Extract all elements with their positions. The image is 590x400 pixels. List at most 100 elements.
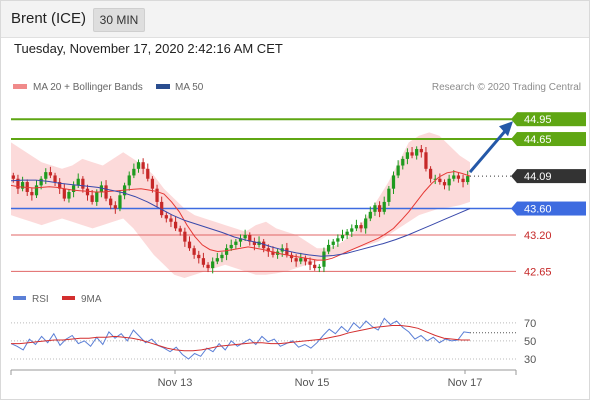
candle-body [67,191,71,199]
candle [377,201,382,218]
candle-body [85,188,90,196]
candle-body [178,228,182,232]
candle-body [317,266,321,269]
level-label-pointer [511,201,517,216]
price-layer: 44.95 44.65 44.09 43.60 43.20 42.65 [10,112,586,278]
candle-body [326,244,331,252]
candle [85,184,90,201]
candle [220,252,224,263]
candle-body [201,258,206,265]
candle-body [155,188,159,202]
level-label: 44.65 [524,134,552,146]
candle [317,264,321,273]
candle-body [271,251,275,255]
ma50-legend-swatch [156,84,170,89]
candle-body [30,191,34,196]
candle [350,224,354,237]
candle-body [58,182,62,189]
candle [396,160,400,179]
time-axis: Nov 13 Nov 15 Nov 17 [10,370,517,389]
candle-body [141,162,145,169]
chart-timestamp: Tuesday, November 17, 2020 2:42:16 AM CE… [14,41,283,56]
candle [419,145,423,158]
candle [456,172,461,183]
candle [109,195,113,210]
candle-body [62,188,66,199]
candle [234,238,238,249]
candle [141,158,145,175]
candle [308,257,312,271]
candle-body [118,195,122,209]
candle-body [466,176,470,183]
candle [183,227,187,247]
candle [16,174,20,194]
candle [113,201,117,214]
candle [127,171,131,191]
rsi-layer: 70 50 30 [10,317,536,366]
candle-body [377,205,382,212]
candle [178,225,182,236]
candle-body [452,175,456,179]
candle [238,234,243,247]
candle-body [146,168,150,179]
candle [30,188,34,201]
candle-body [192,248,196,255]
candle-body [252,241,257,245]
level-label-box [517,112,586,127]
candle [447,174,451,191]
candle [405,148,410,165]
candle-body [243,235,247,239]
candle-body [303,258,308,262]
candle [340,229,345,241]
candle-body [428,168,433,179]
candle-body [299,258,303,262]
candle [197,250,201,264]
candle [410,146,414,159]
candle [428,166,433,183]
candle-body [76,178,80,186]
candle [146,163,150,182]
forecast-arrow-line [468,130,507,174]
candle-body [183,231,187,242]
candle-body [90,195,94,202]
level-label-box [517,201,586,216]
candle [368,206,372,222]
time-axis-label: Nov 17 [448,377,483,389]
candle-body [71,185,76,192]
level-label-pointer [511,132,517,147]
candle [438,173,442,185]
rsi-tick-label: 70 [524,318,536,330]
forecast-arrow-head [499,121,513,137]
candle [415,146,419,160]
candle-body [419,148,423,153]
rsi-ma-legend-label: 9MA [81,294,102,305]
candle [401,156,405,170]
candle-body [345,231,349,235]
candle-body [447,178,451,186]
candle-body [442,182,447,186]
ma50-line [10,179,471,257]
candle-body [44,172,48,179]
candle [48,166,53,179]
candle [303,255,308,266]
level-label-box [517,132,586,147]
timeframe-button[interactable]: 30 MIN [93,8,145,32]
candle [391,171,396,194]
candle-body [401,158,405,166]
candle [132,163,136,179]
candle-body [215,258,219,262]
candle-body [48,172,53,176]
candle-body [99,185,104,192]
level-label-box [517,169,586,184]
candle-body [308,261,312,265]
candle-body [396,165,400,176]
rsi-ma-legend-swatch [62,296,75,300]
candle [192,245,196,259]
rsi-panel: 70 50 30 [10,317,536,366]
candle-body [206,264,210,269]
candle-body [294,258,298,262]
candle [354,219,359,232]
candle [313,259,317,271]
candle [20,176,25,192]
candle [118,190,122,212]
